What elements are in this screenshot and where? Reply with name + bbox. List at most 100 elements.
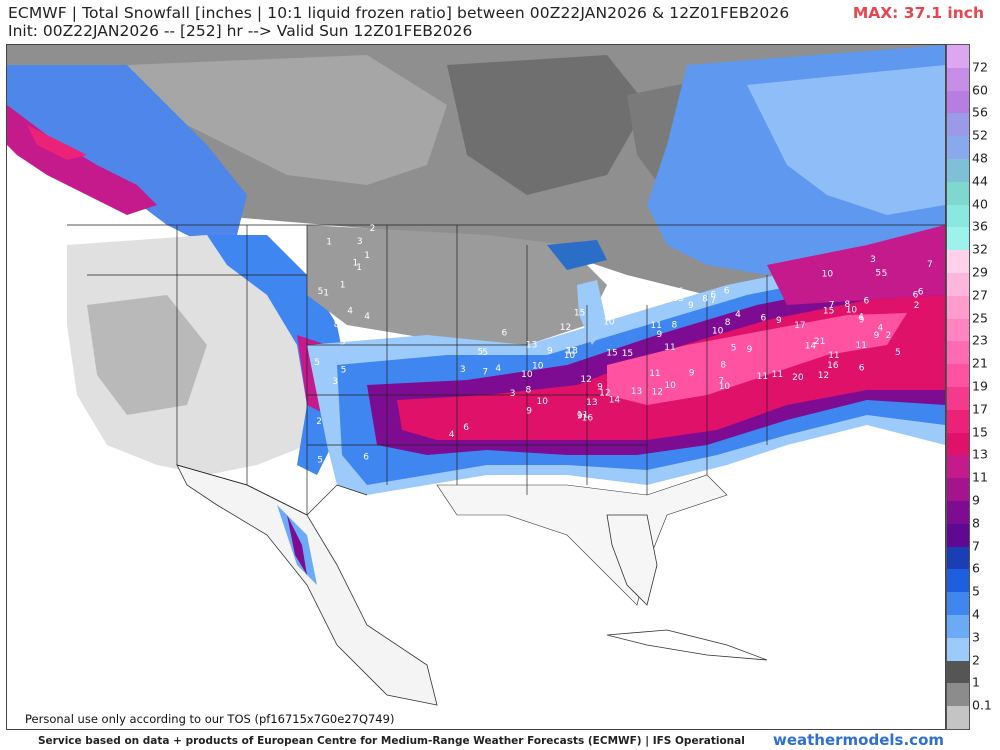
map-canvas: 1111112345565434583234654356789109101312… <box>7 45 945 729</box>
snow-total-label: 2 <box>370 224 376 234</box>
colorbar-tick-label: 23 <box>972 332 988 348</box>
colorbar <box>946 44 970 730</box>
colorbar-segment <box>947 90 969 114</box>
attribution-text: Service based on data + products of Euro… <box>38 735 745 747</box>
snow-total-label: 10 <box>603 318 615 328</box>
snow-total-label: 4 <box>347 329 353 339</box>
snow-total-label: 5 <box>875 268 881 278</box>
colorbar-segment <box>947 683 969 707</box>
colorbar-segment <box>947 409 969 433</box>
snow-total-label: 6 <box>363 453 369 463</box>
snow-total-label: 9 <box>526 407 532 417</box>
colorbar-tick-label: 52 <box>972 127 988 143</box>
colorbar-tick-label: 2 <box>972 652 980 668</box>
snow-total-label: 7 <box>829 301 835 311</box>
snow-total-label: 6 <box>761 314 767 324</box>
colorbar-segment <box>947 250 969 273</box>
snow-total-label: 5 <box>317 455 323 465</box>
snow-total-label: 4 <box>878 323 884 333</box>
colorbar-tick-label: 7 <box>972 538 980 554</box>
colorbar-tick-label: 8 <box>972 515 980 531</box>
snow-total-label: 4 <box>495 364 501 374</box>
snow-total-label: 10 <box>521 370 533 380</box>
snow-total-label: 7 <box>927 260 933 270</box>
snow-total-label: 10 <box>846 306 858 316</box>
snow-total-label: 6 <box>859 363 865 373</box>
snow-total-label: 4 <box>735 310 741 320</box>
colorbar-segment <box>947 500 969 524</box>
snow-total-label: 17 <box>794 321 805 331</box>
snow-total-label: 8 <box>334 320 340 330</box>
colorbar-tick-label: 44 <box>972 173 988 189</box>
snow-total-label: 2 <box>316 417 322 427</box>
snow-total-label: 15 <box>606 348 617 358</box>
snow-total-label: 9 <box>547 346 553 356</box>
snow-total-label: 13 <box>672 294 683 304</box>
colorbar-segment <box>947 272 969 296</box>
snow-total-label: 7 <box>718 377 724 387</box>
colorbar-segment <box>947 386 969 410</box>
snow-total-label: 16 <box>582 413 594 423</box>
colorbar-tick-label: 11 <box>972 469 988 485</box>
colorbar-segment <box>947 295 969 319</box>
colorbar-segment <box>947 45 969 68</box>
colorbar-tick-label: 1 <box>972 674 980 690</box>
snow-total-label: 12 <box>652 387 663 397</box>
snow-total-label: 9 <box>859 316 865 326</box>
snow-total-label: 11 <box>650 321 661 331</box>
site-link[interactable]: weathermodels.com <box>772 731 944 749</box>
snow-total-label: 21 <box>814 337 825 347</box>
snow-total-label: 10 <box>665 381 677 391</box>
colorbar-segment <box>947 341 969 365</box>
snow-total-label: 15 <box>622 349 633 359</box>
snow-total-label: 2 <box>914 301 920 311</box>
colorbar-tick-label: 3 <box>972 629 980 645</box>
colorbar-tick-label: 15 <box>972 424 988 440</box>
snow-total-label: 12 <box>580 375 591 385</box>
snow-total-label: 2 <box>886 331 892 341</box>
colorbar-segment <box>947 706 969 729</box>
snow-total-label: 9 <box>689 368 695 378</box>
snow-total-label: 10 <box>822 270 834 280</box>
snow-total-label: 6 <box>463 423 469 433</box>
snow-total-label: 5 <box>895 348 901 358</box>
colorbar-segment <box>947 523 969 547</box>
snow-total-label: 11 <box>828 351 839 361</box>
snow-total-label: 7 <box>482 368 488 378</box>
colorbar-tick-label: 0.1 <box>972 697 992 713</box>
snow-total-label: 8 <box>526 386 532 396</box>
colorbar-segment <box>947 569 969 593</box>
snow-total-label: 13 <box>586 398 597 408</box>
snow-total-label: 11 <box>856 341 867 351</box>
snow-total-label: 11 <box>565 347 576 357</box>
snow-total-label: 1 <box>356 263 362 273</box>
snow-total-label: 5 <box>882 269 888 279</box>
snow-total-label: 10 <box>537 397 549 407</box>
snow-total-label: 12 <box>560 323 571 333</box>
snow-total-label: 6 <box>502 329 508 339</box>
snow-total-label: 3 <box>510 389 516 399</box>
snow-total-label: 16 <box>827 361 839 371</box>
snow-total-label: 3 <box>332 377 338 387</box>
colorbar-segment <box>947 181 969 205</box>
snowfall-map: 1 1 1 1 1 1 2 3 4 5 5 6 5 4 3 4 5 8 3 2 3 4 6 5 4 3 5 6 7 8 9 10 9 10 13 12… <box>6 44 946 730</box>
max-snowfall-label: MAX: 37.1 inch <box>852 4 984 22</box>
snow-total-label: 1 <box>364 251 370 261</box>
snow-total-label: 11 <box>664 343 675 353</box>
snow-total-label: 11 <box>649 369 660 379</box>
tos-notice: Personal use only according to our TOS (… <box>25 712 395 726</box>
snow-total-label: 14 <box>609 395 621 405</box>
colorbar-segment <box>947 546 969 570</box>
snow-total-label: 8 <box>725 318 731 328</box>
colorbar-segment <box>947 478 969 501</box>
colorbar-tick-label: 21 <box>972 355 988 371</box>
colorbar-segment <box>947 637 969 661</box>
colorbar-labels: 72 60 56 52 48 44 40 36 32 29 27 25 23 21 19 17 15 13 11 9 8… <box>972 44 1000 728</box>
snow-total-label: 6 <box>710 291 716 301</box>
colorbar-segment <box>947 136 969 159</box>
colorbar-tick-label: 19 <box>972 378 988 394</box>
snow-total-label: 5 <box>318 287 324 297</box>
snow-total-label: 10 <box>532 362 544 372</box>
snow-total-label: 5 <box>341 366 347 376</box>
colorbar-tick-label: 72 <box>972 59 988 75</box>
